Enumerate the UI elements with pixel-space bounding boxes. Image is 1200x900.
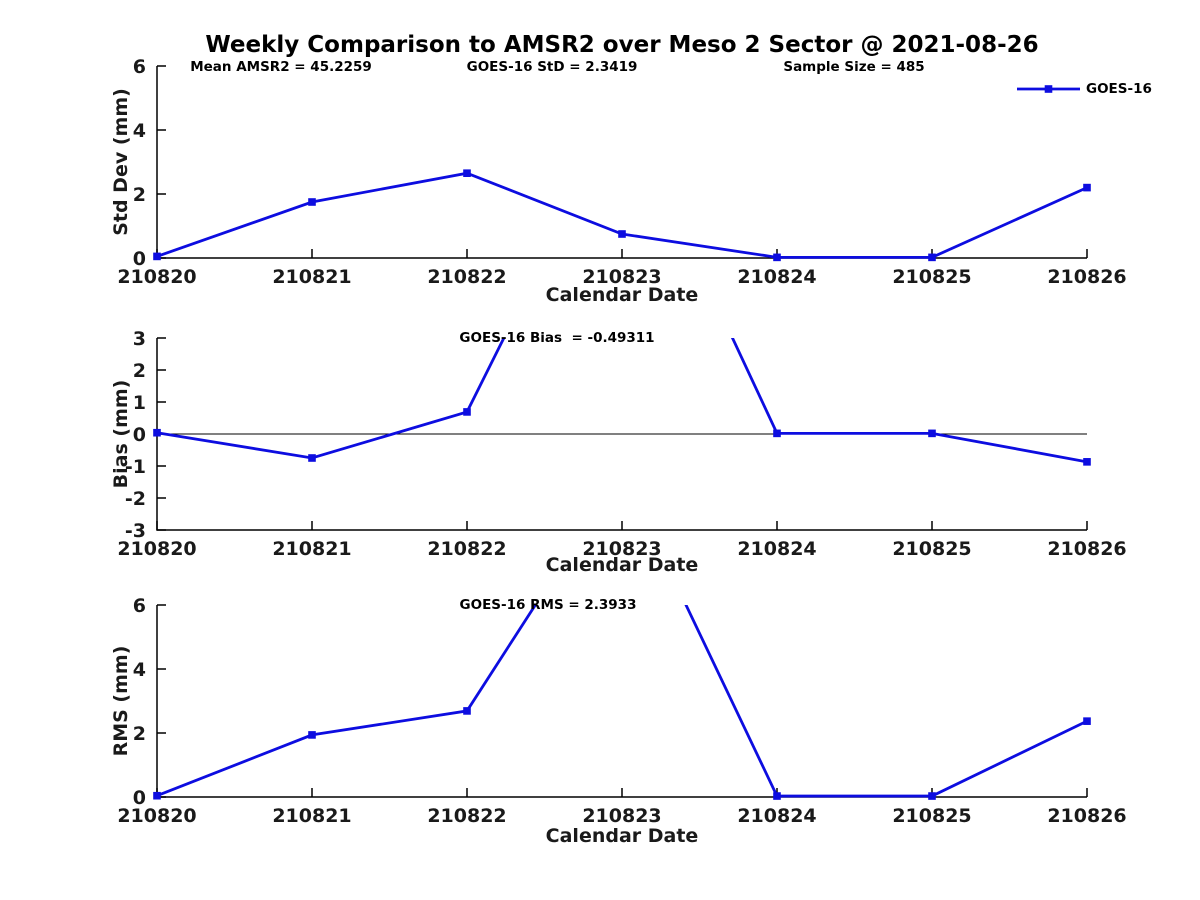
y-tick-label: 6 xyxy=(133,595,146,617)
legend-label-goes16: GOES-16 xyxy=(1086,81,1152,97)
goes16-marker xyxy=(308,731,316,739)
x-tick-label: 210823 xyxy=(582,266,661,288)
goes16-marker xyxy=(308,454,316,462)
x-tick-label: 210824 xyxy=(737,266,816,288)
x-tick-label: 210821 xyxy=(272,805,351,827)
y-tick-label: 2 xyxy=(133,723,146,745)
goes16-marker xyxy=(153,791,161,800)
annotation-mean-amsr2: Mean AMSR2 = 45.2259 xyxy=(190,59,372,75)
goes16-marker xyxy=(153,428,161,437)
x-tick-label: 210826 xyxy=(1047,266,1126,288)
xlabel-calendar-date-2: Calendar Date xyxy=(545,554,699,576)
goes16-marker xyxy=(773,429,781,438)
goes16-marker xyxy=(928,253,936,262)
y-tick-label: 0 xyxy=(133,248,146,270)
goes16-marker xyxy=(928,792,936,800)
goes16-marker xyxy=(928,429,936,438)
annotation-goes16-std: GOES-16 StD = 2.3419 xyxy=(466,59,638,75)
xlabel-calendar-date-1: Calendar Date xyxy=(545,284,699,306)
y-tick-label: -3 xyxy=(125,520,146,542)
x-tick-label: 210823 xyxy=(582,805,661,827)
x-tick-label: 210826 xyxy=(1047,538,1126,560)
goes16-marker xyxy=(618,230,626,238)
goes16-marker xyxy=(1083,458,1091,466)
goes16-marker xyxy=(1083,717,1091,725)
goes16-marker xyxy=(773,792,781,800)
ylabel-std-dev: Std Dev (mm) xyxy=(110,88,132,236)
goes16-marker xyxy=(618,467,626,475)
x-tick-label: 210823 xyxy=(582,538,661,560)
xlabel-calendar-date-3: Calendar Date xyxy=(545,825,699,847)
axis-line xyxy=(156,605,1087,798)
y-tick-label: 0 xyxy=(133,787,146,809)
annotation-goes16-bias: GOES-16 Bias = -0.49311 xyxy=(459,330,655,346)
annotation-sample-size: Sample Size = 485 xyxy=(783,59,925,75)
goes16-marker xyxy=(308,198,316,206)
x-tick-label: 210820 xyxy=(117,538,196,560)
x-tick-label: 210822 xyxy=(427,266,506,288)
ylabel-bias: Bias (mm) xyxy=(110,379,132,489)
goes16-marker xyxy=(463,408,471,416)
y-tick-label: 4 xyxy=(133,659,146,681)
y-tick-label: -1 xyxy=(125,456,146,478)
x-tick-label: 210825 xyxy=(892,805,971,827)
goes16-line xyxy=(156,171,1088,259)
x-tick-label: 210824 xyxy=(737,538,816,560)
x-tick-label: 210825 xyxy=(892,538,971,560)
x-tick-label: 210822 xyxy=(427,538,506,560)
annotation-goes16-rms: GOES-16 RMS = 2.3933 xyxy=(459,597,637,613)
x-tick-label: 210820 xyxy=(117,266,196,288)
goes16-marker xyxy=(1083,183,1091,192)
y-tick-label: 1 xyxy=(133,392,146,414)
x-tick-label: 210821 xyxy=(272,538,351,560)
y-tick-label: -2 xyxy=(125,488,146,510)
ylabel-rms: RMS (mm) xyxy=(110,645,132,757)
goes16-marker xyxy=(463,707,471,715)
goes16-marker xyxy=(153,252,161,261)
x-tick-label: 210826 xyxy=(1047,805,1126,827)
x-tick-label: 210824 xyxy=(737,805,816,827)
x-tick-label: 210820 xyxy=(117,805,196,827)
y-tick-label: 0 xyxy=(133,424,146,446)
y-tick-label: 6 xyxy=(133,56,146,78)
figure-title: Weekly Comparison to AMSR2 over Meso 2 S… xyxy=(205,32,1039,58)
axis-line xyxy=(156,66,1087,259)
y-tick-label: 3 xyxy=(133,328,146,350)
y-tick-label: 4 xyxy=(133,120,146,142)
y-tick-label: 2 xyxy=(133,360,146,382)
goes16-line xyxy=(156,605,1088,798)
legend-marker xyxy=(1044,85,1053,93)
x-tick-label: 210821 xyxy=(272,266,351,288)
x-tick-label: 210825 xyxy=(892,266,971,288)
y-tick-label: 2 xyxy=(133,184,146,206)
x-tick-label: 210822 xyxy=(427,805,506,827)
goes16-marker xyxy=(618,97,626,105)
goes16-marker xyxy=(773,253,781,262)
goes16-marker xyxy=(463,169,471,177)
